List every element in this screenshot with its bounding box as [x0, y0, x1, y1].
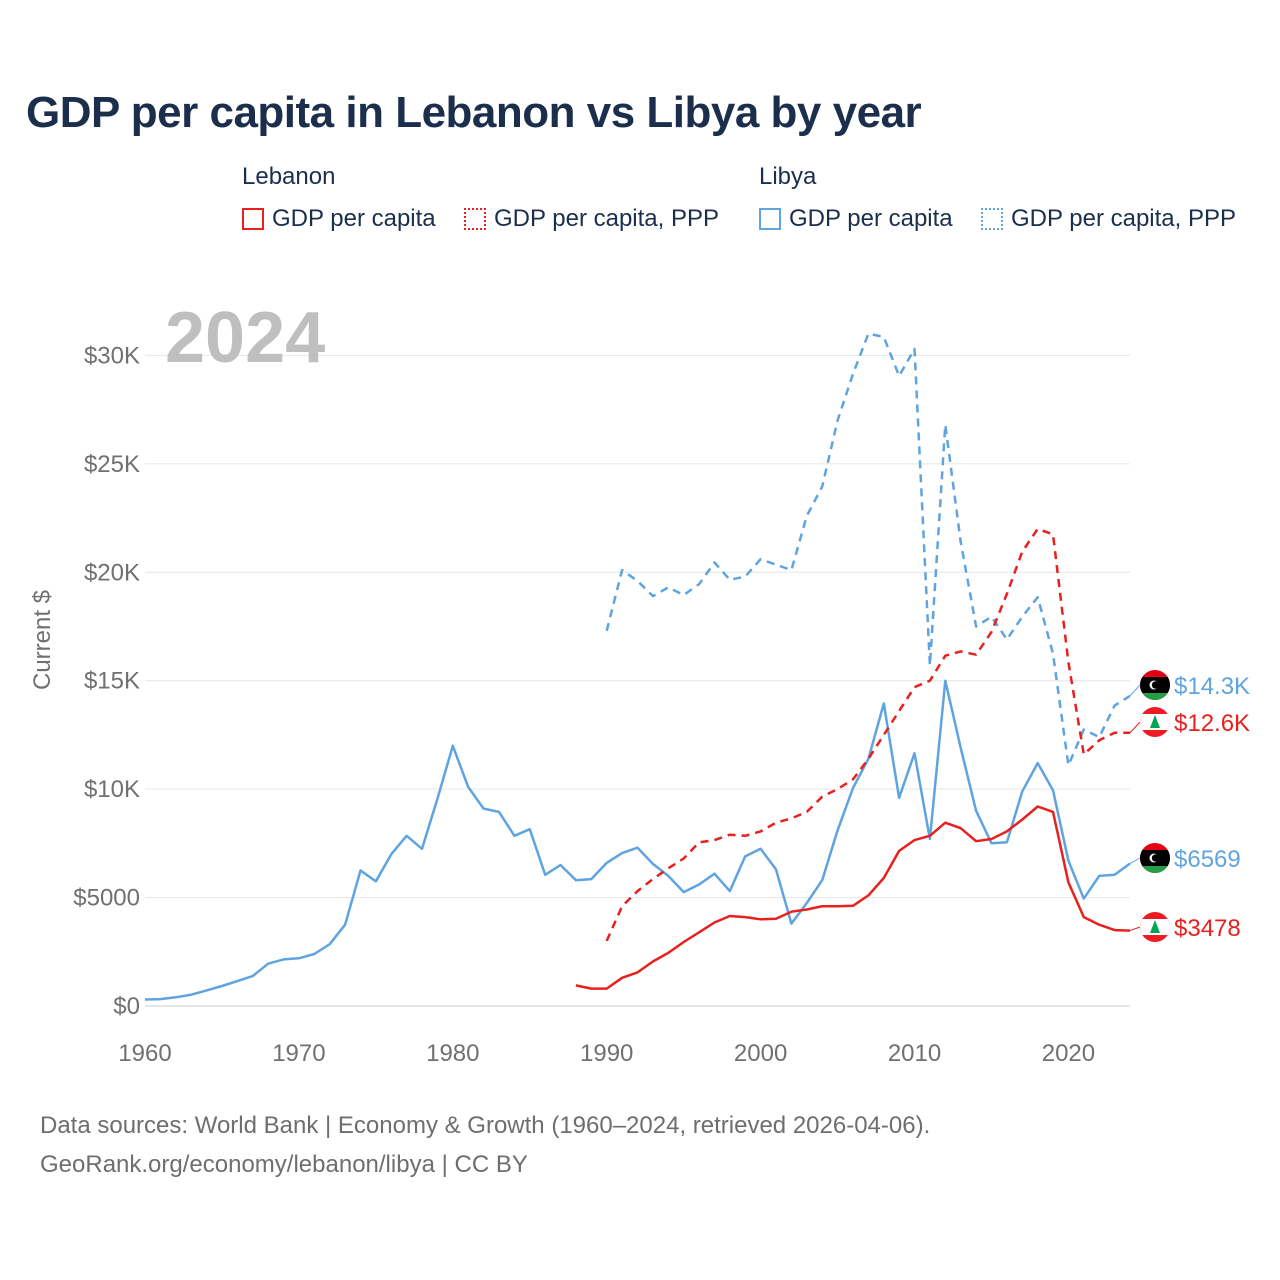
legend-solid-swatch: [759, 208, 781, 230]
end-value-label: $14.3K: [1174, 673, 1250, 700]
chart-title: GDP per capita in Lebanon vs Libya by ye…: [26, 88, 922, 137]
lebanon-gdp-per-capita-line[interactable]: [575, 805, 1131, 990]
x-tick-label: 2010: [888, 1040, 941, 1067]
legend-libya-gdp-ppp[interactable]: GDP per capita, PPP: [981, 204, 1236, 234]
legend-label: GDP per capita: [789, 205, 953, 232]
legend-label: GDP per capita, PPP: [494, 205, 719, 232]
end-value-label: $3478: [1174, 915, 1241, 942]
y-tick-label: $30K: [84, 342, 140, 369]
lebanon-flag-icon: [1140, 707, 1170, 737]
lebanon-flag-icon: [1140, 912, 1170, 942]
libya-gdp-per-capita-line[interactable]: [144, 679, 1131, 1001]
footer: Data sources: World Bank | Economy & Gro…: [40, 1106, 930, 1184]
footer-source: Data sources: World Bank | Economy & Gro…: [40, 1112, 931, 1139]
y-axis-label: Current $: [29, 590, 56, 690]
end-label-connector: [1129, 721, 1141, 734]
end-value-label: $12.6K: [1174, 710, 1250, 737]
legend-dotted-swatch: [464, 208, 486, 230]
legend-lebanon-gdp-ppp[interactable]: GDP per capita, PPP: [464, 204, 719, 234]
y-tick-label: $5000: [73, 885, 140, 912]
x-tick-label: 2020: [1042, 1040, 1095, 1067]
end-label-connector: [1129, 857, 1141, 864]
x-tick-label: 1970: [272, 1040, 325, 1067]
libya-flag-icon: [1140, 670, 1170, 700]
end-value-label: $6569: [1174, 846, 1241, 873]
footer-link[interactable]: GeoRank.org/economy/lebanon/libya | CC B…: [40, 1151, 528, 1178]
libya-gdp-per-capita-ppp-line[interactable]: [605, 332, 1131, 767]
legend-lebanon-gdp[interactable]: GDP per capita: [242, 204, 436, 234]
legend-lebanon-title: Lebanon: [242, 163, 336, 190]
legend-label: GDP per capita: [272, 205, 436, 232]
y-tick-label: $10K: [84, 776, 140, 803]
end-label-connector: [1129, 926, 1141, 932]
x-tick-label: 2000: [734, 1040, 787, 1067]
legend-libya-title: Libya: [759, 163, 817, 190]
y-tick-label: $20K: [84, 559, 140, 586]
y-tick-label: $15K: [84, 668, 140, 695]
x-tick-label: 1980: [426, 1040, 479, 1067]
x-tick-label: 1960: [118, 1040, 171, 1067]
x-tick-label: 1990: [580, 1040, 633, 1067]
legend-label: GDP per capita, PPP: [1011, 205, 1236, 232]
y-tick-label: $0: [113, 993, 140, 1020]
legend-dotted-swatch: [981, 208, 1003, 230]
legend-solid-swatch: [242, 208, 264, 230]
lebanon-gdp-per-capita-ppp-line[interactable]: [605, 527, 1130, 942]
year-watermark: 2024: [165, 298, 325, 378]
legend-libya-gdp[interactable]: GDP per capita: [759, 204, 953, 234]
end-label-connector: [1129, 684, 1141, 697]
libya-flag-icon: [1140, 843, 1170, 873]
y-tick-label: $25K: [84, 451, 140, 478]
